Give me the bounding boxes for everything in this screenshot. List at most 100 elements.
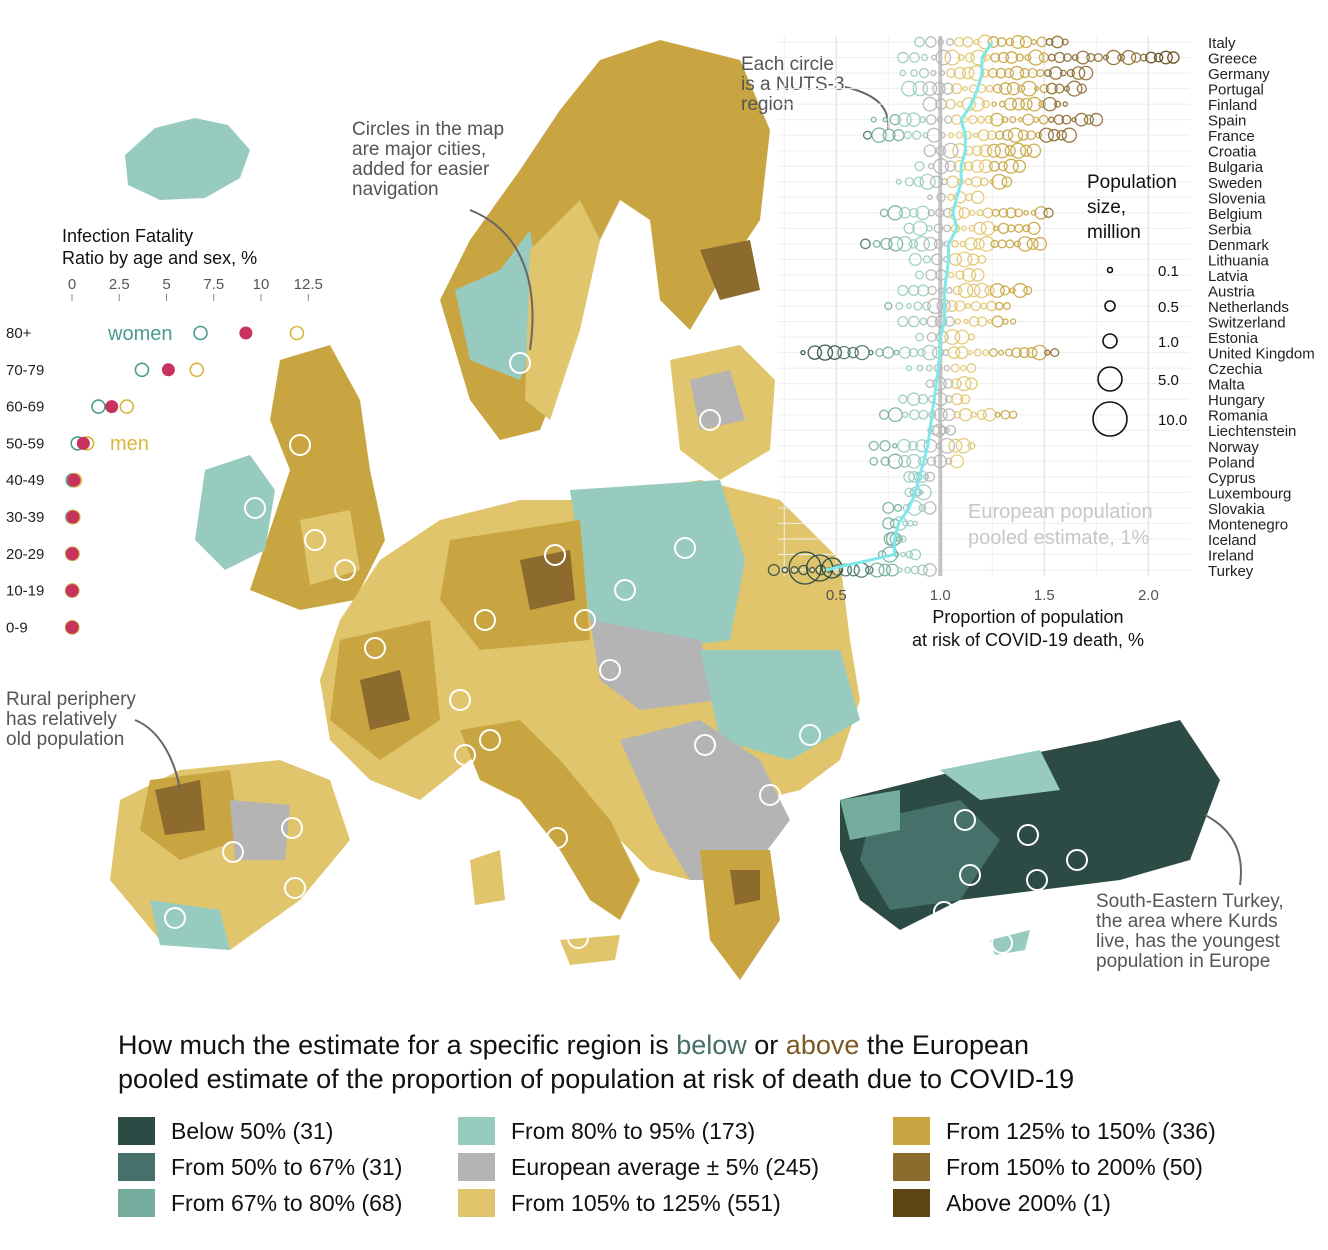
region-point — [926, 225, 933, 232]
region-point — [896, 236, 913, 252]
region-point — [892, 516, 908, 531]
region-point — [905, 550, 914, 559]
ifr-age-label: 0-9 — [6, 619, 28, 636]
region-point — [990, 52, 1001, 63]
region-point — [1046, 82, 1058, 95]
annotation-turkey: South-Eastern Turkey, the area where Kur… — [1096, 891, 1284, 972]
ifr-chart: 0 2.5 5 7.5 10 12.5 80+ 70-79 60-69 50-59 40-49 30-… — [6, 276, 323, 636]
region-point — [1027, 221, 1041, 236]
region-point — [923, 501, 937, 515]
region-point — [1074, 112, 1089, 127]
region-point — [1030, 209, 1037, 216]
ifr-age-label: 20-29 — [6, 546, 44, 563]
region-point — [935, 145, 947, 156]
legend-swatch — [458, 1117, 495, 1145]
country-label: Czechia — [1208, 361, 1263, 378]
ifr-tick-label: 0 — [68, 276, 76, 293]
region-point — [973, 221, 987, 236]
region-point — [1061, 127, 1077, 143]
country-label: Liechtenstein — [1208, 423, 1296, 440]
country-label: Turkey — [1208, 563, 1254, 580]
region-point — [878, 563, 892, 577]
region-point — [927, 209, 935, 217]
region-point — [880, 456, 890, 467]
legend-item: Below 50% (31) — [118, 1117, 333, 1145]
country-label: Cyprus — [1208, 470, 1256, 487]
region-point — [968, 316, 980, 327]
region-point — [922, 255, 932, 264]
region-point — [933, 223, 944, 234]
ifr-chart-title: Infection Fatality Ratio by age and sex,… — [62, 225, 257, 269]
region-point — [869, 456, 879, 466]
city-marker — [694, 734, 716, 756]
legend-swatch — [893, 1153, 930, 1181]
region-point — [1018, 347, 1030, 359]
region-point — [934, 315, 948, 328]
region-point — [1027, 49, 1044, 66]
region-point — [971, 145, 983, 157]
region-point — [898, 394, 908, 404]
region-point — [962, 85, 968, 92]
arrow-turkey — [1204, 814, 1242, 886]
region-point — [864, 565, 874, 575]
ifr-men-label: men — [110, 433, 149, 455]
region-point — [937, 38, 944, 46]
city-marker — [567, 927, 589, 949]
region-point — [945, 287, 953, 294]
region-point — [1062, 53, 1072, 62]
legend-title: How much the estimate for a specific reg… — [118, 1028, 1298, 1096]
cyprus-region — [990, 930, 1030, 955]
region-point — [1075, 50, 1090, 65]
region-point — [1009, 287, 1016, 294]
size-legend-label: 10.0 — [1158, 412, 1187, 429]
region-point — [991, 173, 1008, 190]
region-point — [944, 49, 961, 66]
region-point — [882, 346, 895, 359]
legend-item: From 125% to 150% (336) — [893, 1117, 1216, 1145]
region-point — [1010, 142, 1027, 159]
region-point — [919, 116, 926, 124]
region-point — [922, 96, 938, 112]
region-point — [1033, 236, 1048, 251]
region-point — [1035, 131, 1043, 139]
region-point — [968, 65, 985, 82]
region-point — [1002, 318, 1009, 325]
region-point — [973, 38, 980, 46]
region-point — [1014, 208, 1024, 218]
country-label: Estonia — [1208, 330, 1259, 347]
region-point — [1071, 66, 1086, 80]
region-point — [1006, 81, 1021, 96]
region-point — [987, 143, 1001, 158]
region-point — [892, 443, 898, 449]
region-point — [1071, 116, 1077, 123]
region-point — [884, 301, 893, 311]
legend-item: From 67% to 80% (68) — [118, 1189, 402, 1217]
country-label: Denmark — [1208, 237, 1269, 254]
ifr-tick-label: 10 — [253, 276, 270, 293]
size-legend-circle — [1102, 333, 1118, 349]
region-point — [1048, 66, 1063, 80]
region-point — [912, 130, 922, 140]
legend-title-line2: pooled estimate of the proportion of pop… — [118, 1064, 1075, 1094]
region-point — [918, 67, 930, 79]
region-point — [1013, 240, 1022, 248]
city-marker — [304, 529, 326, 551]
region-point — [868, 440, 879, 451]
size-legend-label: 5.0 — [1158, 372, 1179, 389]
region-point — [956, 376, 972, 392]
region-point — [906, 392, 921, 406]
region-point — [894, 503, 903, 512]
region-point — [923, 563, 937, 577]
region-point — [913, 301, 923, 311]
country-label: Sweden — [1208, 175, 1262, 192]
region-point — [800, 349, 806, 356]
region-point — [1020, 97, 1033, 111]
size-legend-title: Population — [1087, 172, 1177, 193]
region-point — [1061, 114, 1072, 125]
ifr-men-point — [119, 399, 135, 414]
region-point — [957, 282, 974, 299]
city-marker — [364, 637, 386, 659]
region-point — [947, 346, 961, 359]
region-point — [950, 82, 963, 95]
region-point — [915, 205, 930, 221]
